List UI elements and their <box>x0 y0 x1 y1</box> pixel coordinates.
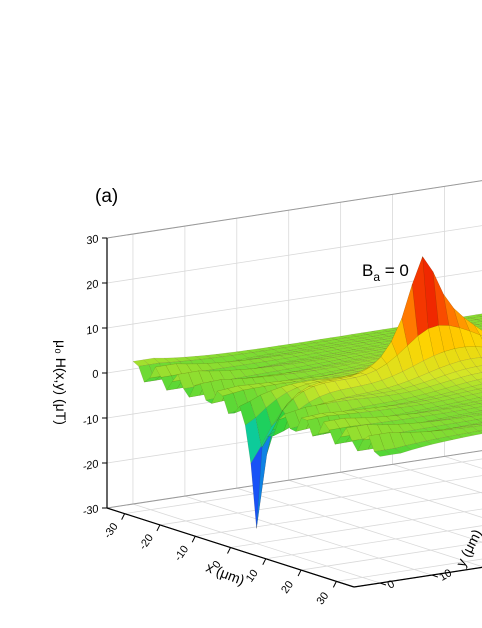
y-axis-title: y (μm) <box>452 526 482 569</box>
grid-line <box>195 478 482 536</box>
grid-line <box>266 501 482 559</box>
annotation-text: = 0 <box>380 261 409 280</box>
field-annotation: Ba = 0 <box>362 261 409 284</box>
x-tick-label: -10 <box>172 544 191 564</box>
y-tick-mark <box>380 583 386 585</box>
panel-label: (a) <box>95 186 118 207</box>
z-tick-label: -20 <box>82 458 101 473</box>
z-tick-label: -10 <box>82 413 101 428</box>
grid-line <box>341 472 482 551</box>
z-tick-label: 10 <box>85 323 100 337</box>
grid-line <box>237 488 482 567</box>
grid-line <box>444 456 482 535</box>
x-tick-mark <box>192 536 195 542</box>
x-axis-title: x (μm) <box>204 559 247 588</box>
x-tick-mark <box>157 525 160 531</box>
grid-line <box>289 480 482 559</box>
z-axis-title: μ₀ H(x,y) (μT) <box>53 340 69 425</box>
x-tick-mark <box>333 581 336 587</box>
x-tick-label: 10 <box>244 568 261 585</box>
x-tick-label: 20 <box>279 579 296 596</box>
annotation-symbol: B <box>362 261 373 280</box>
z-tick-label: 0 <box>91 368 100 381</box>
x-tick-mark <box>263 559 266 565</box>
y-tick-mark <box>432 575 438 577</box>
x-tick-label: 30 <box>314 590 331 607</box>
x-tick-label: -20 <box>137 532 156 552</box>
x-tick-mark <box>122 514 125 520</box>
box-edge <box>107 180 482 238</box>
y-tick-label: 10 <box>437 567 454 584</box>
x-tick-label: -30 <box>102 521 121 541</box>
z-tick-label: 30 <box>85 233 100 247</box>
x-tick-mark <box>298 570 301 576</box>
z-tick-label: -30 <box>82 503 101 518</box>
x-tick-mark <box>228 548 231 554</box>
z-tick-label: 20 <box>84 278 100 293</box>
